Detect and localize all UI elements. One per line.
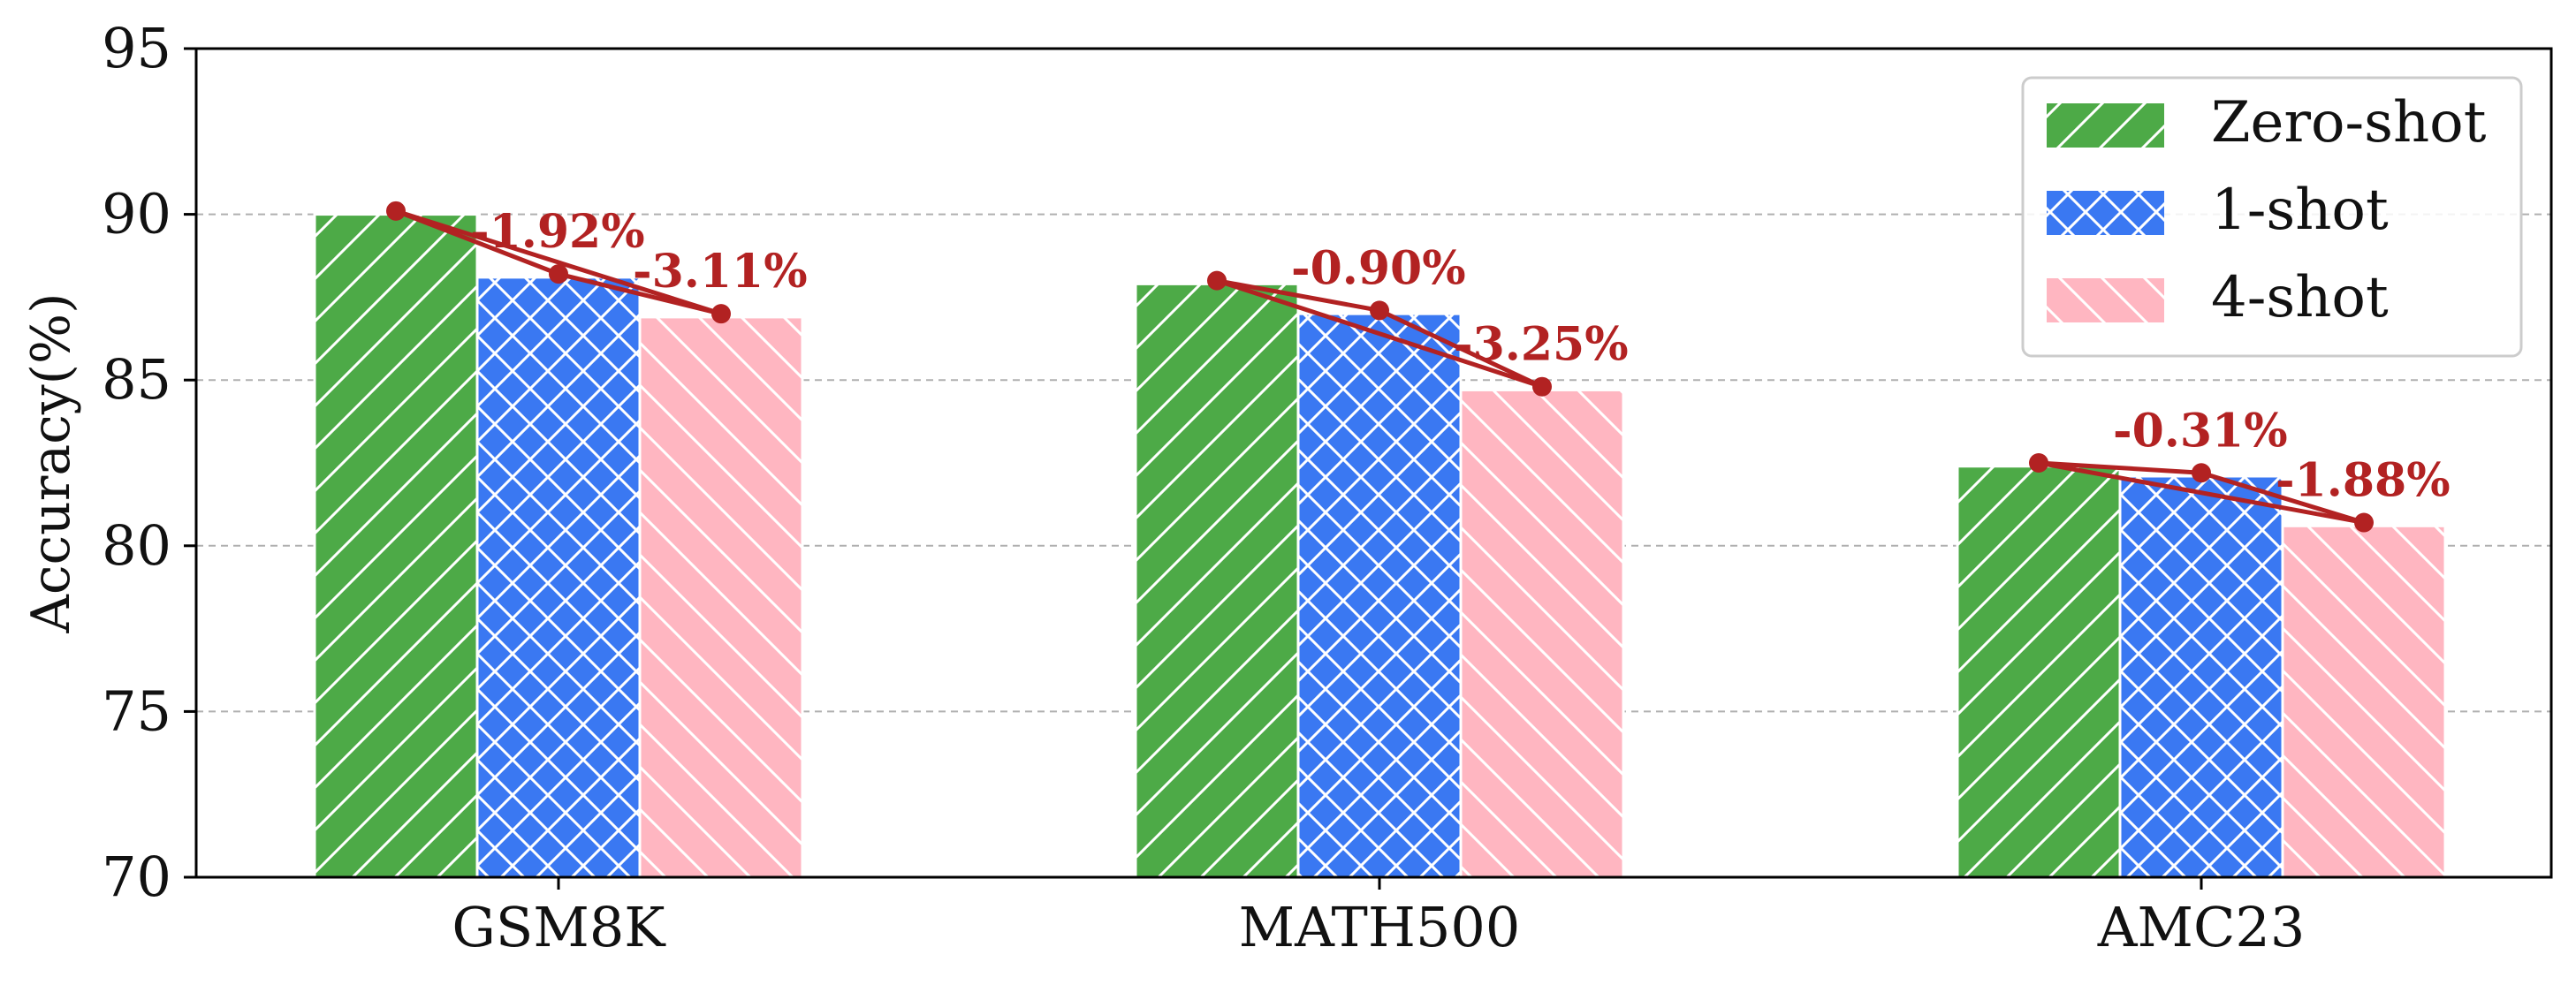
trend-line-amc23 <box>2029 453 2374 533</box>
bar-zero-shot-amc23 <box>1956 465 2122 879</box>
delta-label: -3.25% <box>1454 318 1629 372</box>
y-axis: 70 75 80 85 90 95 <box>102 16 196 909</box>
trend-point <box>549 264 568 284</box>
trend-point <box>1370 300 1389 321</box>
trend-point <box>386 201 406 221</box>
y-tick-label: 85 <box>102 347 171 412</box>
bar-hatch <box>313 213 479 879</box>
trend-point <box>2029 453 2048 473</box>
bar-1-shot-amc23 <box>2118 474 2284 879</box>
trend-point <box>2192 463 2211 483</box>
bar-hatch <box>1134 282 1300 879</box>
bar-zero-shot-gsm8k <box>313 213 479 879</box>
legend-item-zero-shot: Zero-shot <box>2047 90 2487 155</box>
bar-1-shot-gsm8k <box>475 276 642 879</box>
legend-label: 4-shot <box>2211 265 2389 330</box>
bar-1-shot-math500 <box>1296 312 1463 879</box>
legend-label: Zero-shot <box>2211 90 2487 155</box>
delta-annotations: -1.92%-3.11% -0.90% -3.25% -0.31%-1.88% <box>470 205 2451 507</box>
bar-hatch <box>475 276 642 879</box>
y-tick-label: 90 <box>102 182 171 246</box>
trend-overall <box>1216 278 1543 390</box>
bars <box>313 213 2447 879</box>
trend-line-gsm8k <box>386 201 731 324</box>
trend-overall <box>2038 460 2365 525</box>
y-tick-label: 75 <box>102 678 171 743</box>
delta-label: -1.88% <box>2276 454 2451 508</box>
bar-4-shot-amc23 <box>2281 524 2447 879</box>
y-axis-title: Accuracy(%) <box>20 293 82 634</box>
trend-overall <box>395 208 722 316</box>
legend-swatch-hatch <box>2047 191 2164 235</box>
trend-point <box>1207 270 1227 291</box>
x-tick-label-gsm8k: GSM8K <box>452 895 666 959</box>
x-tick-label-math500: MATH500 <box>1239 895 1521 959</box>
bar-4-shot-math500 <box>1459 388 1625 879</box>
bar-zero-shot-math500 <box>1134 282 1300 879</box>
trend-point <box>1532 376 1552 397</box>
bar-hatch <box>1459 388 1625 879</box>
bar-hatch <box>2118 474 2284 879</box>
bar-hatch <box>2281 524 2447 879</box>
plot-frame <box>194 47 2553 879</box>
delta-label: -0.90% <box>1291 241 1466 295</box>
y-tick-label: 70 <box>102 845 171 909</box>
trend-line-math500 <box>1207 270 1552 397</box>
bar-hatch <box>638 315 804 879</box>
legend-swatch-hatch <box>2047 278 2164 322</box>
bar-hatch <box>1296 312 1463 879</box>
delta-label: -3.11% <box>633 245 808 299</box>
trend-point <box>2354 512 2374 533</box>
legend-swatch-hatch <box>2047 103 2164 148</box>
legend-label: 1-shot <box>2211 178 2389 243</box>
legend-item-1-shot: 1-shot <box>2047 178 2389 243</box>
x-tick-label-amc23: AMC23 <box>2097 895 2306 959</box>
delta-label: -0.31% <box>2113 404 2288 458</box>
legend-item-4-shot: 4-shot <box>2047 265 2389 330</box>
legend: Zero-shot 1-shot 4-shot <box>2021 76 2523 358</box>
trend-lines <box>386 201 2374 533</box>
y-tick-label: 95 <box>102 16 171 80</box>
trend-point <box>711 304 731 324</box>
x-axis: GSM8K MATH500 AMC23 <box>452 877 2305 959</box>
delta-label: -1.92% <box>470 205 645 259</box>
y-tick-label: 80 <box>102 513 171 578</box>
bar-hatch <box>1956 465 2122 879</box>
bar-4-shot-gsm8k <box>638 315 804 879</box>
